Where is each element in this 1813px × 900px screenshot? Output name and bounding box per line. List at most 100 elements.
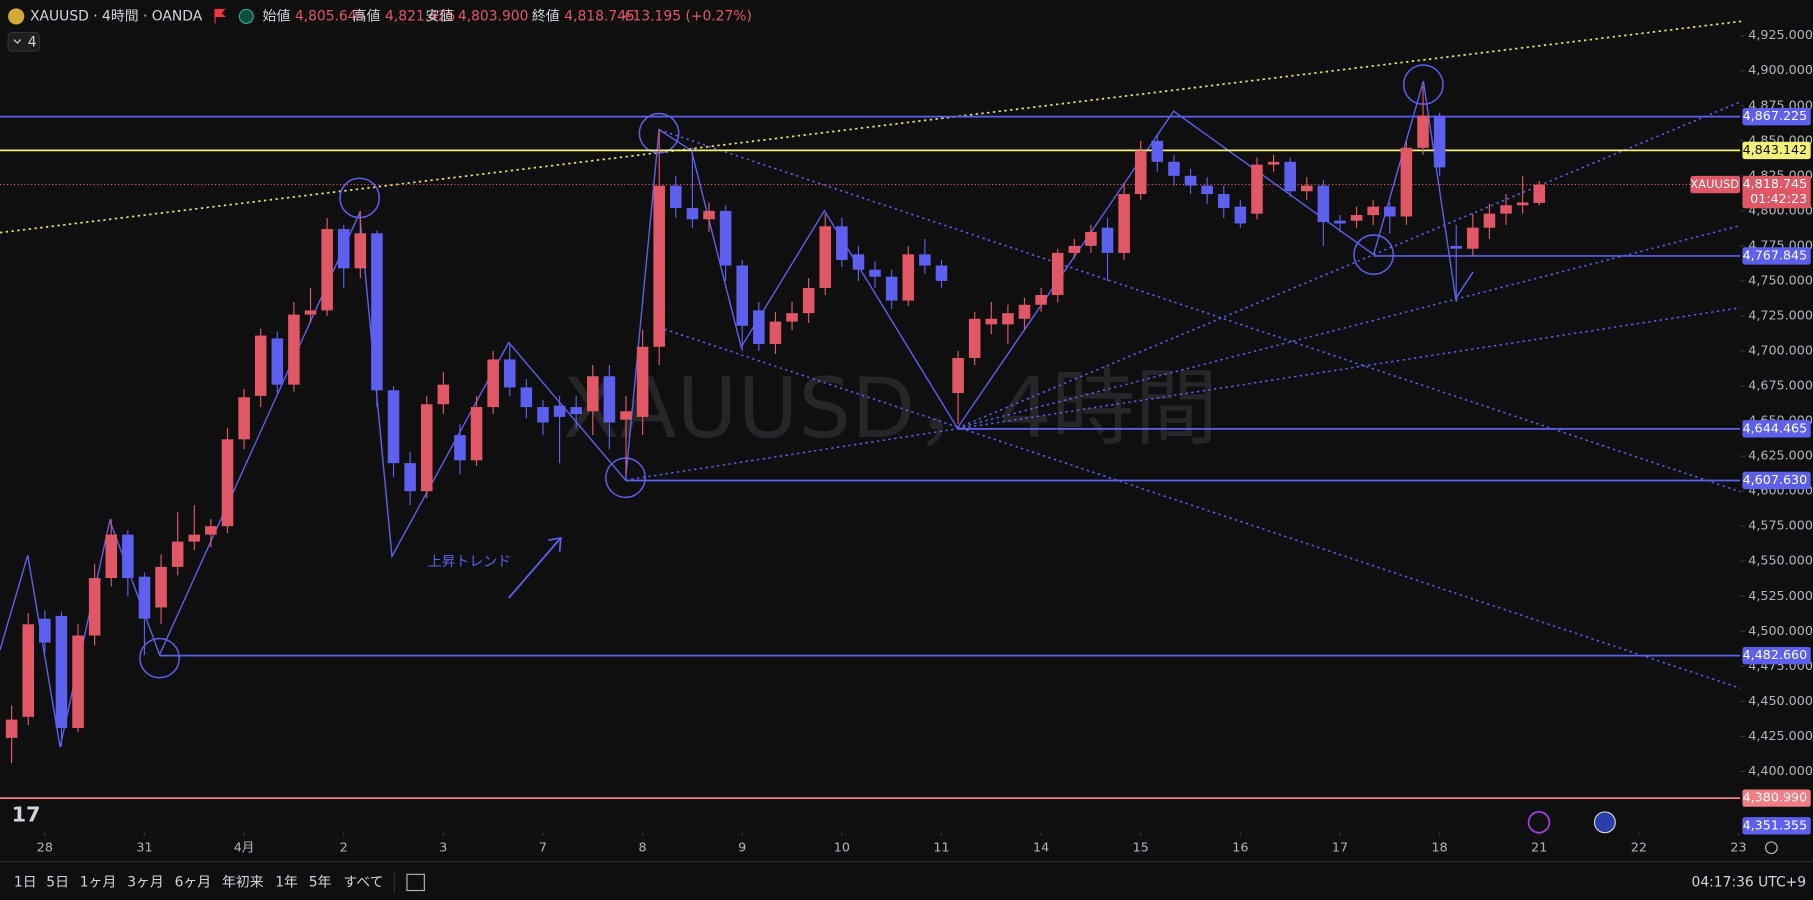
y-tick-label: 4,675.000 [1748, 378, 1813, 393]
candle-body [5, 719, 18, 738]
range-button[interactable]: 1日 [14, 874, 37, 890]
event-icon[interactable] [1527, 811, 1551, 834]
candle-body [321, 229, 333, 311]
x-tick-label: 22 [1631, 839, 1647, 854]
indicator-badge[interactable] [7, 32, 40, 52]
event-icon[interactable] [1593, 811, 1616, 834]
candle-body [437, 384, 450, 405]
candle-body [786, 313, 798, 322]
candle-body [22, 624, 35, 717]
candle-body [686, 208, 699, 220]
candle-body [553, 405, 566, 417]
ohlc-value: 4,805.645 [295, 8, 366, 24]
candle-body [1533, 184, 1546, 203]
symbol-tag [1690, 175, 1741, 194]
candle-body [1184, 175, 1197, 186]
candle-body [470, 407, 483, 461]
range-button[interactable]: 6ヶ月 [175, 874, 212, 890]
x-tick-label: 3 [439, 839, 447, 854]
x-tick-label: 31 [136, 839, 152, 854]
range-button[interactable]: 5年 [309, 874, 332, 890]
candle-body [736, 265, 749, 326]
price-tag [1742, 175, 1811, 209]
candle-body [1317, 185, 1330, 223]
candle-body [1035, 294, 1047, 305]
x-tick-label: 17 [1332, 839, 1348, 854]
price-tag-label: 4,482.660 [1743, 647, 1808, 662]
candle-body [371, 233, 383, 391]
candle-body [354, 233, 367, 269]
ohlc-value: 4,803.900 [458, 8, 529, 24]
ohlc-value: 4,818.745 [564, 8, 635, 24]
trend-line [957, 101, 1741, 429]
ohlc-name: 安値 [426, 8, 454, 24]
candle-body [1251, 164, 1263, 214]
calendar-icon[interactable] [406, 873, 425, 892]
y-tick-label: 4,700.000 [1748, 343, 1813, 358]
candle-body [520, 387, 533, 408]
price-tag [1742, 646, 1811, 665]
settings-icon[interactable] [1765, 841, 1778, 855]
x-tick-label: 10 [834, 839, 850, 854]
candle-body [1433, 115, 1446, 168]
price-tag [1742, 141, 1811, 160]
x-tick-label: 21 [1531, 839, 1547, 854]
price-tag-label: 4,380.990 [1743, 790, 1808, 805]
candle-body [1450, 245, 1462, 249]
candle-body [105, 534, 118, 579]
candle-body [703, 210, 715, 220]
y-tick-label: 4,550.000 [1748, 553, 1813, 568]
x-tick-label: 9 [738, 839, 746, 854]
candle-body [968, 318, 981, 359]
range-button[interactable]: すべて [343, 874, 383, 890]
candle-body [238, 397, 250, 440]
candle-body [1134, 150, 1147, 195]
range-button[interactable]: 3ヶ月 [127, 874, 164, 890]
candle-body [1085, 231, 1097, 246]
range-button[interactable]: 5日 [46, 874, 69, 890]
trend-line [0, 20, 1744, 234]
price-tag [1742, 107, 1811, 126]
candle-body [902, 254, 915, 301]
status-icon [238, 8, 254, 24]
candle-body [88, 578, 101, 636]
range-button[interactable]: 年初来 [222, 873, 264, 890]
x-tick-label: 11 [933, 839, 949, 854]
candle-body [55, 615, 68, 729]
candle-body [653, 185, 665, 347]
ohlc-name: 高値 [353, 7, 381, 24]
price-tag [1742, 247, 1811, 265]
candle-body [1500, 205, 1512, 214]
symbol-tag-label: XAUUSD [1690, 177, 1739, 191]
price-tag [1742, 817, 1811, 835]
x-tick-label: 14 [1033, 839, 1049, 854]
trend-line [658, 129, 1741, 493]
candle-body [39, 618, 51, 643]
candle-body [636, 346, 649, 417]
logo[interactable]: 17 [12, 802, 41, 826]
y-tick-label: 4,750.000 [1748, 272, 1813, 287]
marker-circle [1353, 234, 1395, 276]
y-tick-label: 4,450.000 [1748, 693, 1813, 708]
y-tick-label: 4,900.000 [1748, 62, 1813, 77]
candle-body [138, 576, 151, 619]
candle-body [155, 566, 167, 608]
candle-body [603, 376, 616, 423]
candle-body [487, 359, 499, 408]
marker-circle [139, 637, 180, 679]
y-tick-label: 4,400.000 [1748, 763, 1813, 778]
indicator-count: 4 [28, 34, 37, 50]
x-tick-label: 8 [639, 839, 647, 854]
range-button[interactable]: 1ヶ月 [80, 874, 117, 890]
y-tick-label: 4,725.000 [1748, 307, 1813, 322]
plot [0, 86, 1741, 799]
candle-body [188, 534, 201, 542]
y-tick-label: 4,425.000 [1748, 728, 1813, 743]
candle-body [420, 404, 433, 492]
flag-icon[interactable] [214, 8, 226, 24]
range-button[interactable]: 1年 [275, 874, 298, 890]
x-tick-label: 7 [539, 839, 547, 854]
arrow-head [547, 536, 562, 552]
candle-body [952, 358, 964, 394]
